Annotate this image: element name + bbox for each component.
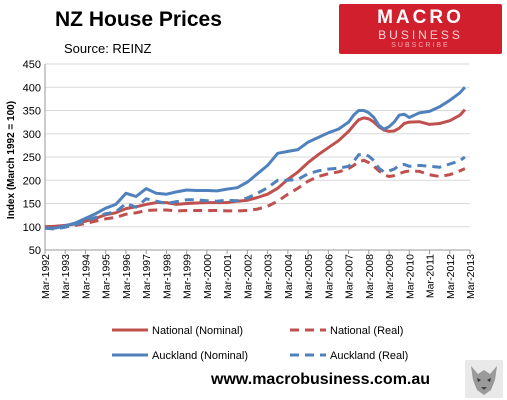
y-axis-label: Index (March 1992 = 100) xyxy=(6,101,17,219)
series-line-national-real xyxy=(44,158,466,229)
y-tick-label: 350 xyxy=(23,106,41,118)
y-tick-label: 400 xyxy=(23,82,41,94)
x-tick-label: Mar-1998 xyxy=(161,254,173,299)
x-tick-label: Mar-2011 xyxy=(425,254,437,298)
legend-label: National (Real) xyxy=(330,325,403,337)
x-tick-label: Mar-1997 xyxy=(141,254,153,299)
y-tick-label: 450 xyxy=(23,59,41,71)
logo-tag-text: SUBSCRIBE xyxy=(391,42,450,49)
x-tick-label: Mar-2007 xyxy=(344,254,356,299)
x-tick-label: Mar-2004 xyxy=(283,254,295,299)
legend: National (Nominal) National (Real) Aucklan… xyxy=(112,325,408,362)
x-tick-label: Mar-1999 xyxy=(182,254,194,299)
x-tick-label: Mar-2000 xyxy=(202,254,214,299)
y-axis-ticks: 50 100 150 200 250 300 350 400 450 xyxy=(23,59,41,257)
y-tick-label: 200 xyxy=(23,175,41,187)
legend-label: Auckland (Nominal) xyxy=(152,350,248,362)
x-tick-label: Mar-2002 xyxy=(242,254,254,299)
x-tick-label: Mar-1996 xyxy=(121,254,133,299)
website-url[interactable]: www.macrobusiness.com.au xyxy=(211,371,431,388)
x-tick-label: Mar-2001 xyxy=(222,254,234,299)
x-tick-label: Mar-2003 xyxy=(263,254,275,299)
x-tick-label: Mar-2008 xyxy=(364,254,376,299)
chart-title: NZ House Prices xyxy=(55,8,222,31)
x-tick-label: Mar-2012 xyxy=(445,254,457,299)
y-tick-label: 50 xyxy=(29,245,41,257)
series-line-auckland-nominal xyxy=(45,86,467,230)
chart-source: Source: REINZ xyxy=(64,41,152,56)
x-tick-label: Mar-2010 xyxy=(404,254,416,299)
macrobusiness-logo[interactable]: MACRO BUSINESS SUBSCRIBE xyxy=(339,4,502,54)
legend-label: National (Nominal) xyxy=(152,325,243,337)
x-tick-label: Mar-2006 xyxy=(323,254,335,299)
x-tick-label: Mar-1994 xyxy=(80,254,92,299)
series-lines xyxy=(44,86,467,231)
x-tick-label: Mar-1993 xyxy=(60,254,72,299)
y-tick-label: 250 xyxy=(23,152,41,164)
y-tick-label: 300 xyxy=(23,129,41,141)
x-axis-ticks: Mar-1992 Mar-1993 Mar-1994 Mar-1995 Mar-1996… xyxy=(40,250,477,299)
x-tick-label: Mar-2013 xyxy=(465,254,477,299)
x-tick-label: Mar-1995 xyxy=(101,254,113,299)
logo-main-text: MACRO xyxy=(377,7,464,28)
x-tick-label: Mar-2009 xyxy=(384,254,396,299)
x-tick-label: Mar-2005 xyxy=(303,254,315,299)
legend-label: Auckland (Real) xyxy=(330,350,408,362)
gridlines xyxy=(44,63,470,251)
x-tick-label: Mar-1992 xyxy=(40,254,52,299)
y-tick-label: 150 xyxy=(23,199,41,211)
wolf-head-icon xyxy=(465,360,503,398)
logo-sub-text: BUSINESS xyxy=(378,28,463,42)
y-tick-label: 100 xyxy=(23,222,41,234)
series-line-auckland-real xyxy=(44,152,466,231)
